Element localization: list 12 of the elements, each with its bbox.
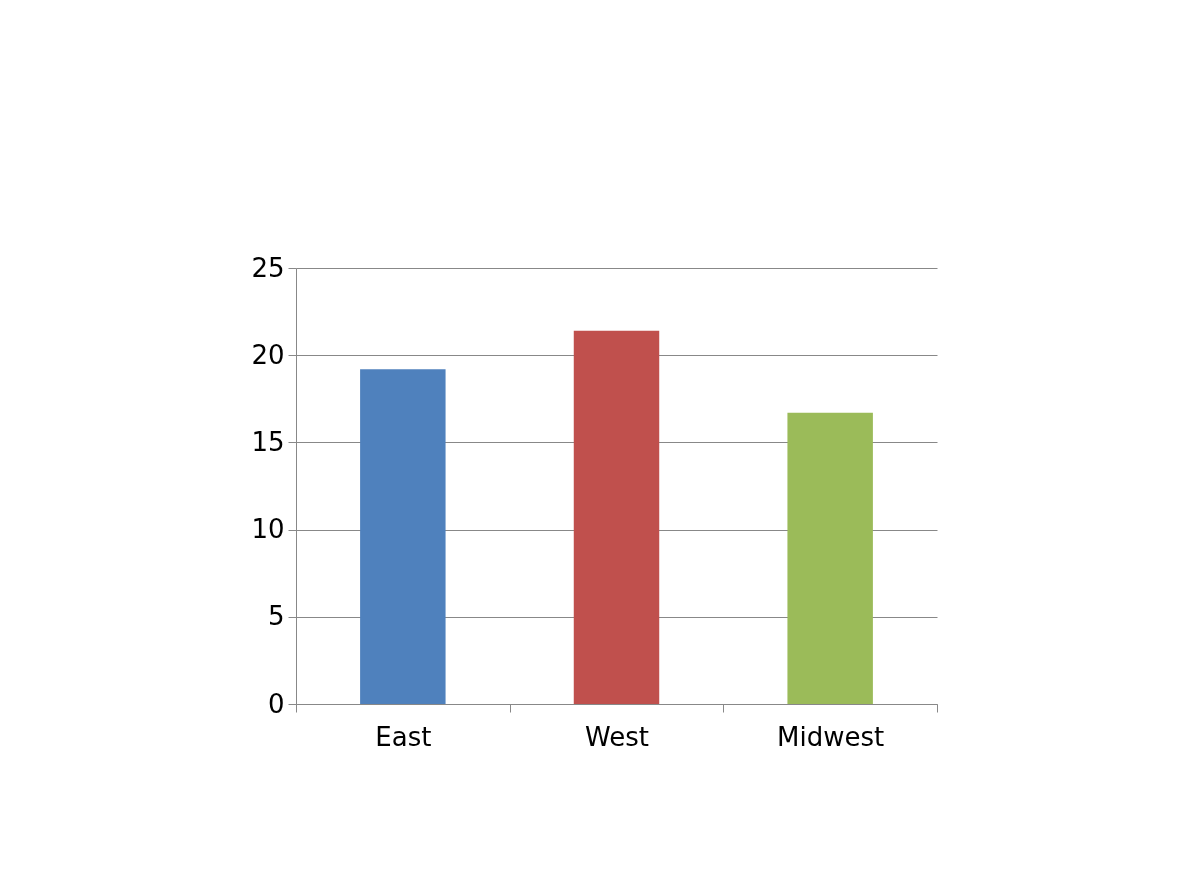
y-tick-label: 0 xyxy=(267,688,285,719)
bar xyxy=(573,330,660,704)
bar xyxy=(360,369,446,704)
bar xyxy=(787,412,873,704)
y-tick-label: 25 xyxy=(251,252,285,283)
y-tick-label: 15 xyxy=(251,426,285,457)
y-tick-label: 10 xyxy=(251,514,285,545)
y-tick-label: 20 xyxy=(251,339,285,370)
y-tick-label: 5 xyxy=(267,601,285,632)
x-tick-label: West xyxy=(585,721,649,752)
x-tick-label: East xyxy=(375,721,432,752)
x-tick-label: Midwest xyxy=(777,721,885,752)
